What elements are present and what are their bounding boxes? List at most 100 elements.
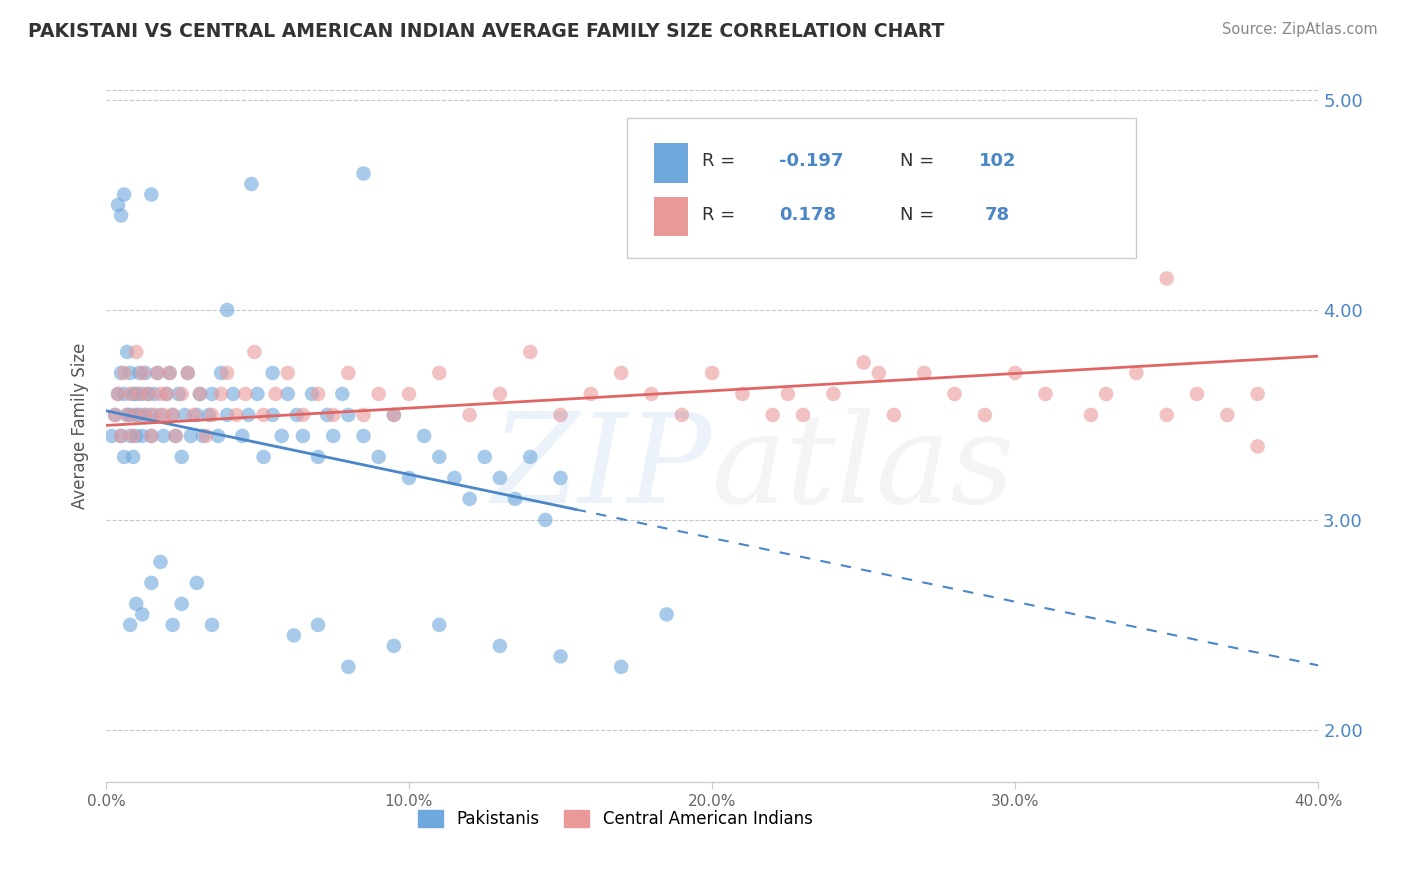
Point bbox=[207, 429, 229, 443]
Point bbox=[122, 450, 145, 464]
Point bbox=[233, 387, 256, 401]
Point bbox=[120, 408, 142, 422]
Point bbox=[198, 408, 221, 422]
Point bbox=[382, 639, 405, 653]
Point bbox=[427, 366, 450, 380]
Point bbox=[141, 575, 163, 590]
Point bbox=[503, 491, 526, 506]
Point bbox=[252, 408, 274, 422]
Point bbox=[231, 429, 253, 443]
Point bbox=[943, 387, 966, 401]
Point bbox=[337, 408, 360, 422]
Point bbox=[489, 471, 512, 485]
Point bbox=[162, 618, 184, 632]
Point bbox=[122, 387, 145, 401]
Point bbox=[776, 387, 799, 401]
Point bbox=[149, 408, 172, 422]
Point bbox=[159, 366, 181, 380]
Point bbox=[550, 408, 572, 422]
Point bbox=[194, 429, 217, 443]
Point bbox=[143, 387, 166, 401]
Point bbox=[188, 387, 211, 401]
Point bbox=[152, 408, 174, 422]
Point bbox=[868, 366, 890, 380]
Point bbox=[217, 408, 239, 422]
Point bbox=[201, 618, 224, 632]
Point bbox=[141, 408, 163, 422]
Point bbox=[170, 387, 193, 401]
Text: N =: N = bbox=[900, 206, 941, 224]
Point bbox=[209, 387, 232, 401]
Point bbox=[291, 408, 314, 422]
Point bbox=[138, 387, 160, 401]
Point bbox=[110, 209, 132, 223]
Point bbox=[110, 429, 132, 443]
Point bbox=[277, 387, 299, 401]
Point bbox=[1004, 240, 1026, 254]
Point bbox=[283, 628, 305, 642]
Point bbox=[316, 408, 339, 422]
Point bbox=[519, 450, 541, 464]
Point bbox=[125, 387, 148, 401]
Point bbox=[120, 618, 142, 632]
Text: N =: N = bbox=[900, 153, 941, 170]
Point bbox=[167, 387, 190, 401]
Point bbox=[180, 429, 202, 443]
FancyBboxPatch shape bbox=[654, 144, 688, 183]
Point bbox=[762, 408, 785, 422]
Point bbox=[201, 387, 224, 401]
Point bbox=[162, 408, 184, 422]
Point bbox=[128, 408, 150, 422]
Text: 102: 102 bbox=[979, 153, 1017, 170]
Point bbox=[120, 366, 142, 380]
Point bbox=[264, 387, 287, 401]
Point bbox=[134, 408, 156, 422]
Point bbox=[225, 408, 247, 422]
Point bbox=[413, 429, 436, 443]
Point bbox=[134, 366, 156, 380]
Point bbox=[186, 575, 208, 590]
Point bbox=[353, 429, 375, 443]
Point bbox=[474, 450, 496, 464]
Point bbox=[458, 491, 481, 506]
Point bbox=[120, 429, 142, 443]
Point bbox=[1156, 271, 1178, 285]
Point bbox=[823, 387, 845, 401]
Point bbox=[138, 387, 160, 401]
Point bbox=[322, 429, 344, 443]
Point bbox=[183, 408, 205, 422]
Point bbox=[655, 607, 678, 622]
Point bbox=[177, 366, 200, 380]
Point bbox=[107, 387, 129, 401]
Point bbox=[101, 429, 124, 443]
Point bbox=[270, 429, 292, 443]
Point bbox=[128, 387, 150, 401]
Point bbox=[128, 366, 150, 380]
Point bbox=[238, 408, 260, 422]
Point bbox=[398, 471, 420, 485]
Point bbox=[131, 607, 153, 622]
Point bbox=[217, 302, 239, 317]
Point bbox=[131, 366, 153, 380]
Point bbox=[243, 345, 266, 359]
Point bbox=[120, 387, 142, 401]
Point bbox=[883, 408, 905, 422]
Point bbox=[1035, 387, 1057, 401]
Point bbox=[240, 177, 263, 191]
Point bbox=[104, 408, 127, 422]
Point bbox=[112, 187, 135, 202]
Point bbox=[519, 345, 541, 359]
Text: R =: R = bbox=[703, 206, 741, 224]
Point bbox=[700, 366, 723, 380]
Point bbox=[162, 408, 184, 422]
Point bbox=[104, 408, 127, 422]
Point bbox=[367, 450, 389, 464]
Text: PAKISTANI VS CENTRAL AMERICAN INDIAN AVERAGE FAMILY SIZE CORRELATION CHART: PAKISTANI VS CENTRAL AMERICAN INDIAN AVE… bbox=[28, 22, 945, 41]
Point bbox=[125, 597, 148, 611]
Point bbox=[912, 366, 935, 380]
Point bbox=[322, 408, 344, 422]
Point bbox=[173, 408, 195, 422]
Point bbox=[110, 366, 132, 380]
Text: ZIP: ZIP bbox=[492, 408, 711, 529]
Point bbox=[640, 387, 662, 401]
